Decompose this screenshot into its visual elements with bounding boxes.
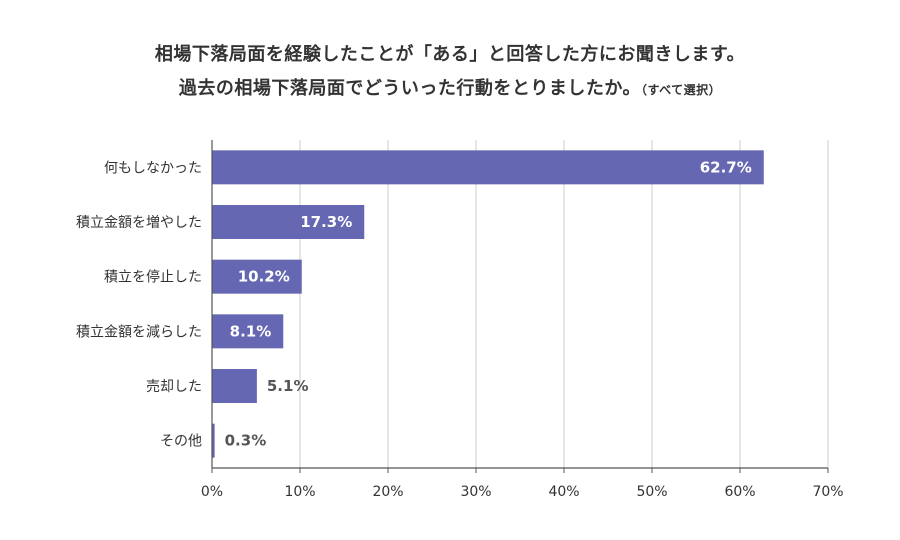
category-label: 積立金額を増やした [76, 215, 202, 231]
chart-title-line1: 相場下落局面を経験したことが「ある」と回答した方にお聞きします。 [154, 44, 746, 65]
x-tick-label: 70% [812, 484, 843, 500]
data-label: 8.1% [230, 322, 272, 340]
x-tick-label: 50% [636, 484, 667, 500]
data-label: 0.3% [225, 432, 267, 450]
category-label: その他 [160, 434, 202, 450]
category-label: 何もしなかった [104, 160, 202, 176]
x-tick-label: 40% [548, 484, 579, 500]
data-label: 62.7% [700, 158, 752, 176]
data-label: 17.3% [300, 213, 352, 231]
bar [212, 150, 764, 185]
bar [212, 205, 365, 239]
bar [212, 369, 257, 403]
data-label: 5.1% [267, 377, 309, 395]
bar [212, 423, 215, 458]
x-tick-label: 10% [284, 484, 315, 500]
x-tick-label: 60% [724, 484, 755, 500]
category-label: 売却した [146, 379, 202, 395]
x-tick-label: 20% [372, 484, 403, 500]
category-label: 積立を停止した [104, 269, 202, 286]
chart-title-note: （すべて選択） [640, 83, 722, 97]
chart-title-main: 過去の相場下落局面でどういった行動をとりましたか。 [178, 78, 641, 99]
bar [212, 314, 284, 349]
x-tick-label: 30% [460, 484, 491, 500]
category-label: 積立金額を減らした [76, 323, 202, 340]
bar [212, 259, 302, 294]
chart-title-line2: 過去の相場下落局面でどういった行動をとりましたか。（すべて選択） [0, 74, 900, 100]
data-label: 10.2% [238, 268, 290, 286]
x-tick-label: 0% [201, 484, 223, 500]
